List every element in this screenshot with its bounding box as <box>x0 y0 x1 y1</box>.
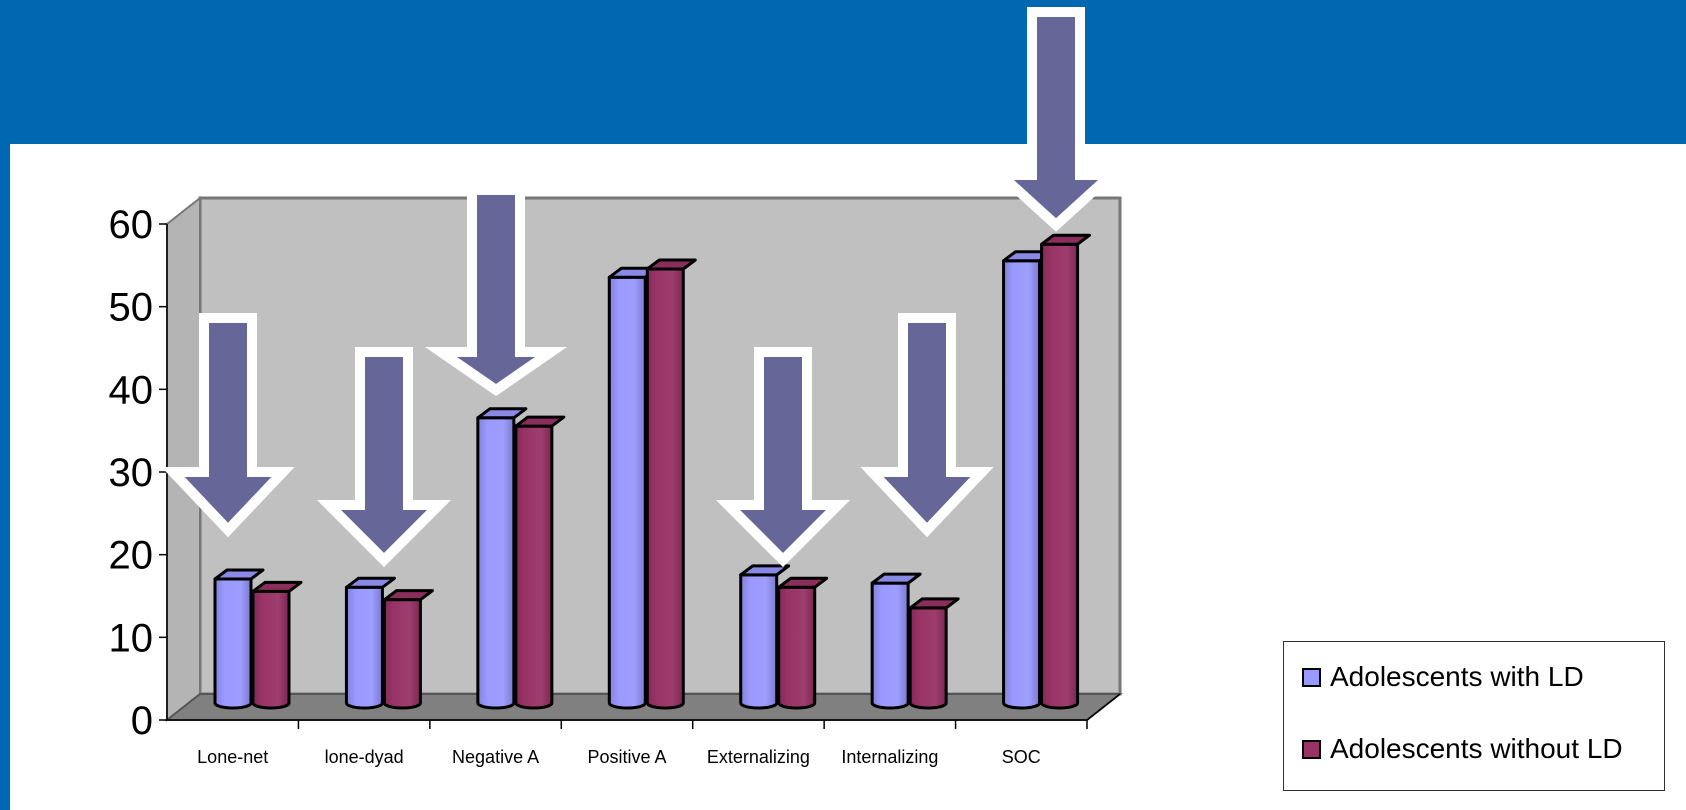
legend-swatch-with-ld <box>1302 667 1321 687</box>
y-tick-label-10: 10 <box>109 616 154 660</box>
x-category-label: lone-dyad <box>325 747 404 767</box>
bar <box>777 576 829 710</box>
x-category-label: Positive A <box>587 747 666 767</box>
highlight-arrow <box>161 313 295 538</box>
y-tick-label-20: 20 <box>109 534 154 578</box>
highlight-arrow <box>316 347 452 568</box>
legend-swatch-without-ld <box>1302 739 1321 759</box>
arrow-layer <box>161 7 1124 568</box>
x-category-label: Externalizing <box>707 747 810 767</box>
y-tick-label-0: 0 <box>131 699 153 743</box>
legend-item-without-ld: Adolescents without LD <box>1302 733 1623 765</box>
bar <box>870 572 922 710</box>
bar <box>607 266 659 710</box>
highlight-arrow <box>860 313 994 538</box>
highlight-arrow <box>715 347 851 568</box>
axis-layer: 0 10 20 30 40 50 60 Lone-net lone-dyad Negative A… <box>109 203 1121 767</box>
bar <box>1040 233 1092 710</box>
bar <box>645 258 697 710</box>
highlight-arrow <box>988 7 1124 232</box>
x-category-label: SOC <box>1002 747 1041 767</box>
bar <box>514 415 566 710</box>
x-category-label: Internalizing <box>841 747 938 767</box>
y-tick-label-60: 60 <box>109 203 154 247</box>
x-category-label: Lone-net <box>197 747 268 767</box>
legend-label-with-ld: Adolescents with LD <box>1330 661 1584 692</box>
y-tick-label-30: 30 <box>109 451 154 495</box>
bar <box>908 597 960 710</box>
x-category-label: Negative A <box>452 747 539 767</box>
bar <box>1002 250 1054 710</box>
bar <box>739 564 791 710</box>
bar <box>213 568 265 710</box>
legend-label-without-ld: Adolescents without LD <box>1330 733 1623 764</box>
bar <box>344 576 396 710</box>
bar <box>476 407 528 710</box>
legend-item-with-ld: Adolescents with LD <box>1302 661 1584 693</box>
bar <box>382 589 434 710</box>
legend: Adolescents with LD Adolescents without … <box>1283 641 1665 791</box>
bars-layer <box>213 233 1092 710</box>
y-tick-label-40: 40 <box>109 368 154 412</box>
floor-edge-line <box>1086 693 1121 721</box>
y-tick-label-50: 50 <box>109 286 154 330</box>
bar <box>251 580 303 710</box>
highlight-arrow <box>424 185 568 397</box>
plot-side-wall <box>166 195 201 723</box>
